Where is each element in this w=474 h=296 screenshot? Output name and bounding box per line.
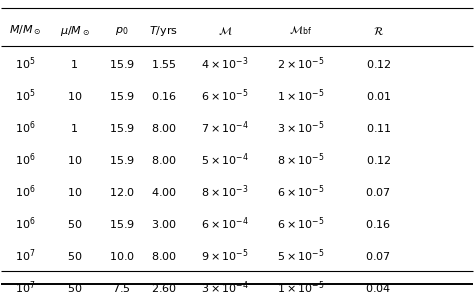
- Text: $2.60$: $2.60$: [151, 282, 177, 294]
- Text: $3\times10^{-4}$: $3\times10^{-4}$: [201, 279, 249, 296]
- Text: $10^5$: $10^5$: [15, 56, 35, 72]
- Text: $9\times10^{-5}$: $9\times10^{-5}$: [201, 247, 249, 264]
- Text: $0.16$: $0.16$: [365, 218, 392, 230]
- Text: $10^7$: $10^7$: [15, 279, 35, 296]
- Text: $p_0$: $p_0$: [115, 25, 128, 37]
- Text: $0.11$: $0.11$: [365, 122, 391, 134]
- Text: $10^6$: $10^6$: [15, 215, 35, 232]
- Text: $10.0$: $10.0$: [109, 250, 135, 262]
- Text: $1$: $1$: [71, 58, 78, 70]
- Text: $10^6$: $10^6$: [15, 184, 35, 200]
- Text: $15.9$: $15.9$: [109, 90, 135, 102]
- Text: $10$: $10$: [67, 154, 82, 166]
- Text: $50$: $50$: [67, 250, 82, 262]
- Text: $0.04$: $0.04$: [365, 282, 392, 294]
- Text: $8\times10^{-5}$: $8\times10^{-5}$: [277, 152, 325, 168]
- Text: $\mathcal{R}$: $\mathcal{R}$: [373, 25, 384, 37]
- Text: $50$: $50$: [67, 282, 82, 294]
- Text: $6\times10^{-4}$: $6\times10^{-4}$: [201, 215, 249, 232]
- Text: $6\times10^{-5}$: $6\times10^{-5}$: [201, 88, 249, 104]
- Text: $4\times10^{-3}$: $4\times10^{-3}$: [201, 56, 249, 72]
- Text: $8.00$: $8.00$: [151, 122, 177, 134]
- Text: $15.9$: $15.9$: [109, 154, 135, 166]
- Text: $M/M_\odot$: $M/M_\odot$: [9, 24, 41, 38]
- Text: $0.12$: $0.12$: [365, 154, 391, 166]
- Text: $7\times10^{-4}$: $7\times10^{-4}$: [201, 120, 249, 136]
- Text: $4.00$: $4.00$: [151, 186, 177, 198]
- Text: $10^6$: $10^6$: [15, 120, 35, 136]
- Text: $5\times10^{-4}$: $5\times10^{-4}$: [201, 152, 249, 168]
- Text: $3\times10^{-5}$: $3\times10^{-5}$: [277, 120, 325, 136]
- Text: $10^5$: $10^5$: [15, 88, 35, 104]
- Text: $15.9$: $15.9$: [109, 122, 135, 134]
- Text: $6\times10^{-5}$: $6\times10^{-5}$: [277, 184, 325, 200]
- Text: $0.01$: $0.01$: [365, 90, 391, 102]
- Text: $2\times10^{-5}$: $2\times10^{-5}$: [277, 56, 325, 72]
- Text: $12.0$: $12.0$: [109, 186, 135, 198]
- Text: $10^7$: $10^7$: [15, 247, 35, 264]
- Text: $0.07$: $0.07$: [365, 250, 391, 262]
- Text: $7.5$: $7.5$: [112, 282, 131, 294]
- Text: $0.07$: $0.07$: [365, 186, 391, 198]
- Text: $\mu/M_\odot$: $\mu/M_\odot$: [60, 24, 89, 38]
- Text: $0.12$: $0.12$: [365, 58, 391, 70]
- Text: $1$: $1$: [71, 122, 78, 134]
- Text: $10$: $10$: [67, 186, 82, 198]
- Text: $5\times10^{-5}$: $5\times10^{-5}$: [277, 247, 325, 264]
- Text: $1.55$: $1.55$: [151, 58, 177, 70]
- Text: $1\times10^{-5}$: $1\times10^{-5}$: [277, 279, 325, 296]
- Text: $1\times10^{-5}$: $1\times10^{-5}$: [277, 88, 325, 104]
- Text: $8.00$: $8.00$: [151, 154, 177, 166]
- Text: $10$: $10$: [67, 90, 82, 102]
- Text: $3.00$: $3.00$: [151, 218, 177, 230]
- Text: $10^6$: $10^6$: [15, 152, 35, 168]
- Text: $50$: $50$: [67, 218, 82, 230]
- Text: $8\times10^{-3}$: $8\times10^{-3}$: [201, 184, 249, 200]
- Text: $\mathcal{M}_{\mathrm{bf}}$: $\mathcal{M}_{\mathrm{bf}}$: [289, 24, 312, 37]
- Text: $6\times10^{-5}$: $6\times10^{-5}$: [277, 215, 325, 232]
- Text: $0.16$: $0.16$: [151, 90, 177, 102]
- Text: $8.00$: $8.00$: [151, 250, 177, 262]
- Text: $\mathcal{M}$: $\mathcal{M}$: [218, 25, 233, 37]
- Text: $15.9$: $15.9$: [109, 58, 135, 70]
- Text: $T/\mathrm{yrs}$: $T/\mathrm{yrs}$: [149, 24, 178, 38]
- Text: $15.9$: $15.9$: [109, 218, 135, 230]
